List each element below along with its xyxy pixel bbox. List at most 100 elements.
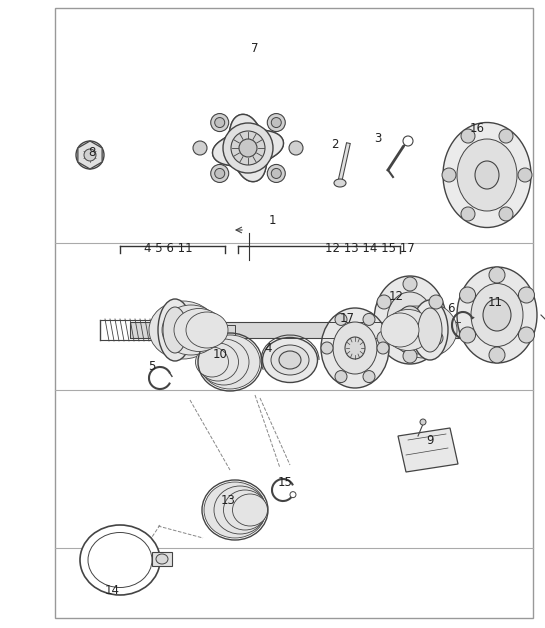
Circle shape (193, 141, 207, 155)
Ellipse shape (80, 525, 160, 595)
Ellipse shape (471, 283, 523, 347)
Circle shape (377, 331, 391, 345)
Ellipse shape (158, 299, 192, 361)
Text: 17: 17 (340, 311, 354, 325)
Ellipse shape (88, 533, 152, 588)
Circle shape (211, 114, 229, 131)
Circle shape (518, 327, 535, 343)
Text: 10: 10 (213, 347, 227, 360)
Circle shape (459, 327, 476, 343)
Text: 15: 15 (277, 477, 293, 489)
Circle shape (461, 207, 475, 221)
Ellipse shape (263, 337, 318, 382)
Ellipse shape (385, 310, 432, 350)
Text: 3: 3 (374, 131, 381, 144)
Circle shape (363, 313, 375, 325)
Circle shape (215, 117, 225, 127)
Circle shape (84, 149, 96, 161)
Circle shape (518, 287, 535, 303)
Text: 12 13 14 15 17: 12 13 14 15 17 (325, 242, 415, 254)
Ellipse shape (483, 299, 511, 331)
Text: 4 5 6 11: 4 5 6 11 (144, 242, 192, 254)
Ellipse shape (163, 307, 187, 353)
Circle shape (377, 342, 389, 354)
Ellipse shape (156, 554, 168, 564)
Ellipse shape (174, 308, 224, 352)
Ellipse shape (223, 490, 267, 530)
Circle shape (499, 207, 513, 221)
Ellipse shape (197, 343, 239, 381)
Circle shape (290, 492, 296, 497)
Ellipse shape (333, 322, 377, 374)
Polygon shape (78, 141, 102, 169)
Text: 4: 4 (264, 342, 272, 354)
Ellipse shape (233, 494, 268, 526)
Bar (55, 8, 533, 618)
Ellipse shape (162, 305, 220, 355)
Circle shape (363, 371, 375, 382)
Circle shape (335, 371, 347, 382)
Circle shape (420, 419, 426, 425)
Circle shape (489, 347, 505, 363)
Bar (130, 322, 460, 338)
Ellipse shape (345, 337, 365, 359)
Circle shape (271, 168, 281, 178)
Ellipse shape (321, 308, 389, 388)
Text: 16: 16 (469, 121, 485, 134)
Text: 9: 9 (426, 433, 434, 447)
Circle shape (499, 129, 513, 143)
Circle shape (223, 123, 273, 173)
Circle shape (429, 295, 443, 309)
Polygon shape (213, 114, 283, 181)
Ellipse shape (475, 161, 499, 189)
Text: 11: 11 (487, 296, 502, 308)
Ellipse shape (186, 312, 228, 348)
Circle shape (403, 277, 417, 291)
Circle shape (289, 141, 303, 155)
Text: 6: 6 (447, 301, 455, 315)
Bar (152, 552, 172, 566)
Circle shape (76, 141, 104, 169)
Ellipse shape (374, 276, 446, 364)
Text: 1: 1 (268, 214, 276, 227)
Ellipse shape (196, 347, 228, 377)
Ellipse shape (279, 351, 301, 369)
Ellipse shape (443, 122, 531, 227)
Text: 5: 5 (148, 359, 156, 372)
Bar (215, 325, 235, 335)
Circle shape (403, 136, 413, 146)
Circle shape (211, 165, 229, 183)
Circle shape (429, 331, 443, 345)
Circle shape (239, 139, 257, 157)
Circle shape (267, 114, 285, 131)
Ellipse shape (271, 345, 309, 375)
Ellipse shape (412, 300, 448, 360)
Text: 14: 14 (105, 583, 119, 597)
Circle shape (267, 165, 285, 183)
Circle shape (442, 168, 456, 182)
Circle shape (321, 342, 333, 354)
Text: 13: 13 (221, 494, 235, 507)
Ellipse shape (149, 301, 217, 359)
Ellipse shape (199, 339, 249, 385)
Circle shape (461, 129, 475, 143)
Ellipse shape (214, 486, 266, 534)
Ellipse shape (457, 139, 517, 211)
Circle shape (271, 117, 281, 127)
Circle shape (403, 349, 417, 363)
Circle shape (215, 168, 225, 178)
Ellipse shape (200, 335, 260, 389)
Ellipse shape (204, 482, 266, 538)
Ellipse shape (388, 306, 444, 354)
Ellipse shape (381, 313, 419, 347)
Polygon shape (213, 114, 283, 181)
Circle shape (518, 168, 532, 182)
Circle shape (231, 131, 265, 165)
Ellipse shape (391, 302, 457, 358)
Ellipse shape (457, 267, 537, 363)
Ellipse shape (418, 308, 442, 352)
Circle shape (377, 295, 391, 309)
Polygon shape (398, 428, 458, 472)
Text: 7: 7 (251, 41, 259, 55)
Ellipse shape (398, 306, 422, 334)
